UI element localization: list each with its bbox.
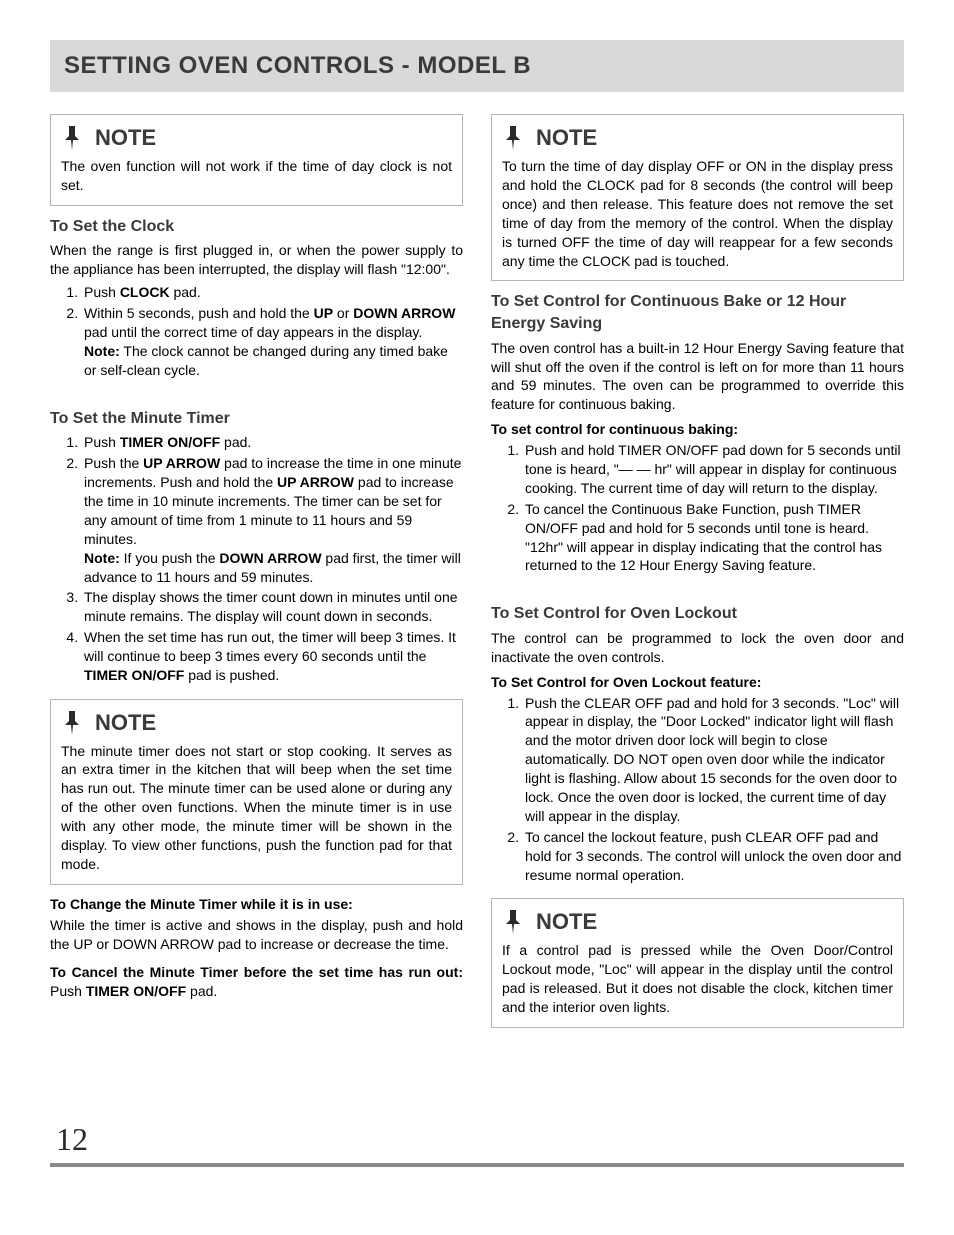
- subheading-lockout: To Set Control for Oven Lockout: [491, 603, 904, 625]
- list-item: Push the UP ARROW pad to increase the ti…: [82, 454, 463, 586]
- pin-icon: [502, 124, 524, 152]
- bold-text: DOWN ARROW: [353, 305, 455, 321]
- note-body: If a control pad is pressed while the Ov…: [502, 941, 893, 1017]
- text: pad.: [220, 434, 251, 450]
- pin-icon: [502, 908, 524, 936]
- list-item: When the set time has run out, the timer…: [82, 628, 463, 685]
- banner-title: SETTING OVEN CONTROLS - MODEL B: [64, 50, 890, 82]
- section-banner: SETTING OVEN CONTROLS - MODEL B: [50, 40, 904, 92]
- note-heading: NOTE: [502, 123, 893, 153]
- page-footer: 12: [50, 1118, 904, 1167]
- subheading-continuous-bake: To Set Control for Continuous Bake or 12…: [491, 291, 904, 334]
- note-label: NOTE: [536, 123, 597, 153]
- note-body: The minute timer does not start or stop …: [61, 742, 452, 874]
- text: Push: [84, 284, 120, 300]
- bold-text: To Cancel the Minute Timer before the se…: [50, 964, 463, 980]
- text: Within 5 seconds, push and hold the: [84, 305, 314, 321]
- text: Push: [50, 983, 86, 999]
- bold-text: CLOCK: [120, 284, 170, 300]
- bold-text: TIMER ON/OFF: [84, 667, 184, 683]
- list-item: To cancel the Continuous Bake Function, …: [523, 500, 904, 576]
- note-body: To turn the time of day display OFF or O…: [502, 157, 893, 270]
- bold-text: Note:: [84, 550, 120, 566]
- note-box-1: NOTE The oven function will not work if …: [50, 114, 463, 205]
- list-item: Push TIMER ON/OFF pad.: [82, 433, 463, 452]
- note-heading: NOTE: [502, 907, 893, 937]
- bold-text: Note:: [84, 343, 120, 359]
- text: Push the: [84, 455, 143, 471]
- bold-text: UP: [314, 305, 333, 321]
- lockout-steps: Push the CLEAR OFF pad and hold for 3 se…: [491, 694, 904, 885]
- list-item: Within 5 seconds, push and hold the UP o…: [82, 304, 463, 380]
- text: If you push the: [120, 550, 220, 566]
- list-item: The display shows the timer count down i…: [82, 588, 463, 626]
- note-body: The oven function will not work if the t…: [61, 157, 452, 195]
- text: pad.: [170, 284, 201, 300]
- bold-text: TIMER ON/OFF: [86, 983, 186, 999]
- change-timer-heading: To Change the Minute Timer while it is i…: [50, 895, 463, 914]
- note-box-3: NOTE To turn the time of day display OFF…: [491, 114, 904, 281]
- subheading-minute-timer: To Set the Minute Timer: [50, 408, 463, 430]
- note-heading: NOTE: [61, 708, 452, 738]
- right-column: NOTE To turn the time of day display OFF…: [491, 114, 904, 1037]
- bold-text: TIMER ON/OFF: [120, 434, 220, 450]
- bold-text: UP ARROW: [143, 455, 220, 471]
- cont-steps: Push and hold TIMER ON/OFF pad down for …: [491, 441, 904, 575]
- clock-steps: Push CLOCK pad. Within 5 seconds, push a…: [50, 283, 463, 379]
- text: When the set time has run out, the timer…: [84, 629, 456, 664]
- subheading-clock: To Set the Clock: [50, 216, 463, 238]
- pin-icon: [61, 124, 83, 152]
- text: pad.: [186, 983, 217, 999]
- pin-icon: [61, 709, 83, 737]
- two-column-layout: NOTE The oven function will not work if …: [50, 114, 904, 1037]
- list-item: Push and hold TIMER ON/OFF pad down for …: [523, 441, 904, 498]
- text: pad until the correct time of day appear…: [84, 324, 422, 340]
- lockout-sub: To Set Control for Oven Lockout feature:: [491, 673, 904, 692]
- text: The clock cannot be changed during any t…: [84, 343, 448, 378]
- note-box-2: NOTE The minute timer does not start or …: [50, 699, 463, 885]
- note-label: NOTE: [95, 123, 156, 153]
- note-heading: NOTE: [61, 123, 452, 153]
- text: or: [333, 305, 353, 321]
- list-item: Push the CLEAR OFF pad and hold for 3 se…: [523, 694, 904, 826]
- change-timer-body: While the timer is active and shows in t…: [50, 916, 463, 954]
- note-label: NOTE: [95, 708, 156, 738]
- cont-sub: To set control for continuous baking:: [491, 420, 904, 439]
- list-item: To cancel the lockout feature, push CLEA…: [523, 828, 904, 885]
- minute-timer-steps: Push TIMER ON/OFF pad. Push the UP ARROW…: [50, 433, 463, 685]
- clock-intro: When the range is first plugged in, or w…: [50, 241, 463, 279]
- note-box-4: NOTE If a control pad is pressed while t…: [491, 898, 904, 1027]
- left-column: NOTE The oven function will not work if …: [50, 114, 463, 1037]
- text: pad is pushed.: [184, 667, 279, 683]
- text: Push: [84, 434, 120, 450]
- cancel-timer-para: To Cancel the Minute Timer before the se…: [50, 963, 463, 1001]
- bold-text: UP ARROW: [277, 474, 354, 490]
- list-item: Push CLOCK pad.: [82, 283, 463, 302]
- note-label: NOTE: [536, 907, 597, 937]
- lockout-intro: The control can be programmed to lock th…: [491, 629, 904, 667]
- bold-text: DOWN ARROW: [219, 550, 321, 566]
- page-number: 12: [50, 1118, 904, 1167]
- cont-intro: The oven control has a built-in 12 Hour …: [491, 339, 904, 415]
